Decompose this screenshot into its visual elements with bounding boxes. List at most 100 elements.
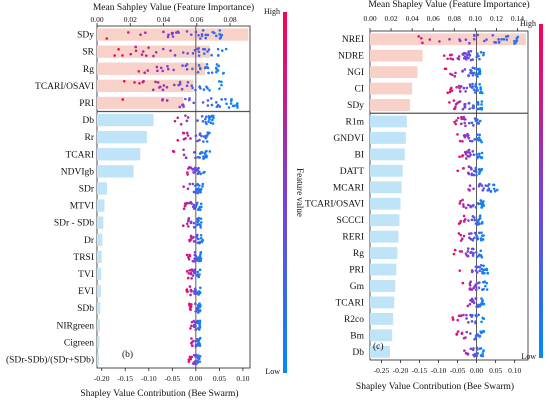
swarm-dot [204, 33, 208, 37]
swarm-dot [189, 200, 193, 204]
feature-label: TCARI/OSAVI [305, 200, 364, 210]
importance-bar [97, 148, 141, 161]
swarm-dot [215, 101, 218, 104]
swarm-dot [194, 288, 197, 292]
swarm-dot [455, 119, 458, 122]
bottom-axis-tick-label: -0.15 [412, 366, 428, 375]
swarm-dot [451, 58, 455, 61]
swarm-dot [190, 268, 194, 271]
swarm-dot [133, 81, 136, 84]
swarm-dot [469, 313, 472, 317]
swarm-dot [218, 32, 221, 36]
swarm-dot [152, 54, 155, 58]
swarm-dot [481, 352, 485, 355]
swarm-dot [181, 51, 185, 54]
swarm-dot [194, 302, 197, 306]
feature-label: MCARI [333, 183, 364, 193]
swarm-dot [171, 35, 175, 38]
swarm-dot [210, 53, 213, 57]
swarm-dot [194, 169, 197, 173]
swarm-dot [191, 168, 194, 171]
swarm-dot [462, 205, 465, 208]
swarm-dot [199, 190, 202, 194]
swarm-dot [467, 51, 470, 55]
swarm-dot [200, 134, 203, 138]
plot-frame [96, 25, 251, 369]
swarm-dot [462, 234, 466, 238]
swarm-dot [473, 218, 477, 222]
feature-label: R1m [346, 117, 365, 127]
swarm-dot [480, 151, 484, 155]
swarm-dot [196, 273, 199, 276]
swarm-dot [143, 71, 146, 74]
swarm-dot [170, 32, 174, 36]
swarm-dot [191, 86, 194, 90]
feature-label: NREI [342, 35, 364, 45]
feature-label: (SDr-SDb)/(SDr+SDb) [6, 354, 94, 365]
swarm-dot [217, 54, 220, 57]
swarm-dot [475, 266, 479, 269]
swarm-dot [196, 321, 199, 325]
swarm-dot [474, 288, 478, 291]
swarm-dot [495, 188, 499, 192]
swarm-dot [470, 270, 474, 274]
swarm-dot [191, 259, 195, 263]
swarm-dot [468, 139, 472, 143]
swarm-dot [470, 139, 474, 143]
swarm-dot [165, 99, 169, 102]
swarm-dot [186, 52, 189, 55]
swarm-dot [471, 73, 475, 77]
feature-label: NIRgreen [57, 321, 95, 331]
swarm-dot [474, 337, 478, 340]
bottom-axis-tick-label: -0.20 [393, 366, 409, 375]
swarm-dot [189, 308, 192, 312]
swarm-dot [482, 53, 485, 57]
swarm-dot [476, 201, 480, 205]
swarm-dot [195, 233, 199, 237]
swarm-dot [469, 166, 473, 170]
chart-title: Mean Sahpley Value (Feature Importance) [93, 2, 254, 13]
swarm-dot [173, 54, 177, 57]
swarm-dot [480, 184, 484, 187]
swarm-dot [471, 66, 475, 70]
feature-label: PRI [79, 99, 94, 109]
swarm-dot [182, 207, 186, 211]
swarm-dot [198, 66, 202, 70]
swarm-dot [227, 106, 231, 109]
swarm-dot [186, 134, 190, 137]
swarm-dot [470, 173, 474, 177]
swarm-dot [479, 51, 483, 54]
swarm-dot [190, 290, 193, 293]
swarm-dot [204, 136, 208, 140]
importance-bar [97, 96, 184, 110]
swarm-dot [475, 88, 478, 92]
swarm-dot [468, 232, 471, 236]
swarm-dot [463, 150, 467, 154]
swarm-dot [457, 57, 461, 61]
swarm-dot [493, 189, 497, 193]
swarm-dot [195, 187, 198, 191]
swarm-dot [197, 305, 200, 308]
swarm-dot [513, 39, 516, 43]
swarm-dot [446, 91, 450, 95]
swarm-dot [192, 207, 196, 210]
swarm-dot [480, 234, 484, 237]
swarm-dot [188, 253, 192, 257]
swarm-dot [466, 304, 470, 308]
swarm-dot [202, 88, 206, 91]
swarm-dot [166, 35, 170, 39]
swarm-dot [184, 97, 187, 101]
swarm-dot [224, 47, 228, 51]
colorbar-low-label: Low [521, 352, 536, 361]
swarm-dot [480, 156, 484, 159]
swarm-dot [476, 133, 479, 136]
swarm-dot [466, 53, 469, 57]
swarm-dot [448, 101, 451, 104]
importance-bar [370, 263, 397, 276]
top-axis-tick-label: 0.10 [469, 14, 482, 23]
swarm-dot [474, 334, 478, 338]
swarm-dot [188, 285, 192, 288]
swarm-dot [205, 122, 208, 126]
swarm-dot [194, 156, 197, 159]
importance-bar [370, 280, 396, 292]
